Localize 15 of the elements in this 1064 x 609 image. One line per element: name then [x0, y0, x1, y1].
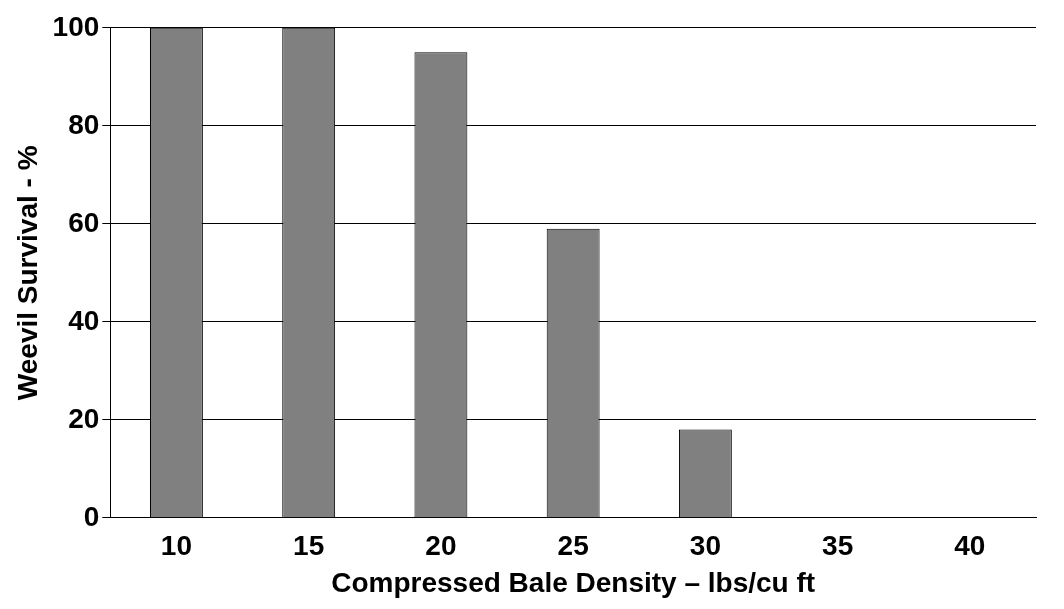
y-axis-title: Weevil Survival - %: [11, 145, 43, 401]
x-tick-label: 35: [822, 530, 854, 562]
x-tick-label: 40: [954, 530, 986, 562]
x-tick-label: 30: [689, 530, 721, 562]
y-tick-label: 100: [52, 10, 100, 42]
y-tick-label: 20: [68, 402, 100, 434]
y-tick-label: 40: [68, 304, 100, 336]
x-tick-label: 10: [160, 530, 193, 562]
x-axis-title: Compressed Bale Density – lbs/cu ft: [331, 566, 816, 598]
x-tick-label: 25: [557, 530, 589, 562]
y-tick-label: 80: [68, 108, 100, 140]
y-tick-label: 60: [68, 206, 100, 238]
y-tick-label: 0: [83, 500, 100, 532]
x-tick-label: 20: [425, 530, 457, 562]
x-tick-label: 15: [293, 530, 325, 562]
